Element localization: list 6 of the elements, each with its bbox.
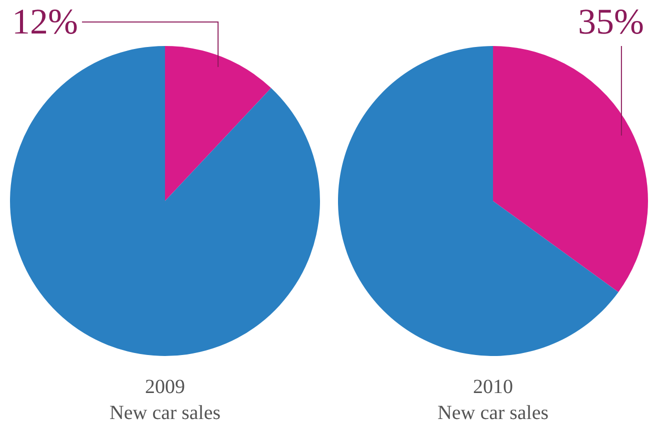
data-label: 12% <box>12 1 78 42</box>
text: 2010 <box>472 375 514 400</box>
text: New car sales <box>108 401 222 426</box>
text: New car sales <box>436 401 550 426</box>
data-label: 35% <box>578 1 644 42</box>
text: 2009 <box>144 375 186 400</box>
